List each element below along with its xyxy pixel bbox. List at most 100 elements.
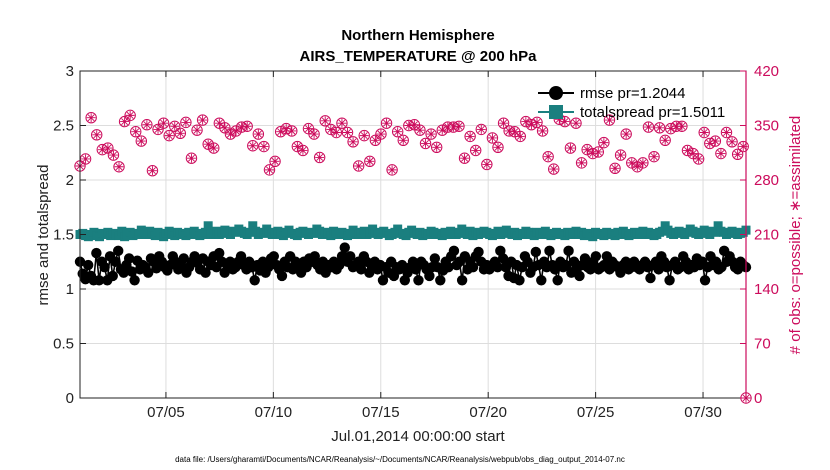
totalspread-point	[657, 226, 667, 236]
obs-assimilated-point	[86, 113, 96, 123]
x-tick-label: 07/25	[577, 404, 615, 421]
rmse-point	[82, 259, 94, 271]
obs-possible-point	[481, 158, 493, 171]
obs-possible-point	[146, 164, 159, 177]
obs-possible-point	[620, 128, 632, 140]
obs-possible-point	[269, 155, 281, 168]
y-tick-label-right: 350	[754, 118, 779, 135]
obs-assimilated-point	[415, 125, 425, 135]
obs-assimilated-point	[120, 117, 130, 127]
obs-possible-point	[548, 163, 560, 175]
totalspread-point	[713, 221, 723, 231]
y-tick-label-right: 420	[754, 63, 779, 80]
rmse-point	[664, 275, 675, 286]
rmse-point	[645, 272, 656, 284]
y-tick-label-left: 2.5	[53, 118, 74, 135]
obs-possible-point	[514, 130, 526, 143]
obs-possible-point	[726, 136, 738, 148]
obs-assimilated-point	[649, 152, 659, 162]
rmse-point	[309, 251, 320, 262]
y-tick-label-right: 280	[754, 172, 779, 189]
rmse-point	[424, 270, 435, 282]
obs-assimilated-point	[515, 131, 525, 141]
obs-possible-point	[380, 117, 393, 129]
obs-possible-point	[124, 109, 136, 122]
rmse-point	[249, 275, 260, 286]
obs-possible-point	[375, 128, 387, 140]
rmse-point	[590, 251, 602, 262]
ticks: 07/05 07/10 07/15 07/20 07/25 07/30 0 0.5 1 1.5 2 2…	[53, 63, 779, 421]
obs-assimilated-point	[326, 124, 336, 134]
obs-assimilated-point	[337, 118, 347, 128]
y-tick-label-right: 210	[754, 227, 779, 244]
obs-assimilated-point	[682, 145, 692, 155]
rmse-point	[143, 267, 154, 278]
obs-assimilated-point	[733, 149, 743, 159]
obs-assimilated-point	[298, 145, 308, 155]
rmse-point	[653, 264, 664, 275]
y-tick-label-left: 1	[66, 281, 74, 298]
obs-assimilated-point	[571, 118, 581, 128]
legend-marker-totalspread	[549, 105, 563, 119]
obs-assimilated-point	[309, 129, 319, 139]
obs-assimilated-point	[103, 143, 113, 153]
rmse-point	[497, 253, 509, 264]
rmse-point	[334, 259, 345, 271]
obs-possible-point	[598, 136, 610, 149]
obs-assimilated-point	[387, 165, 397, 175]
obs-possible-point	[107, 149, 120, 161]
obs-assimilated-point	[114, 162, 124, 172]
obs-assimilated-point	[499, 118, 509, 128]
obs-assimilated-point	[214, 118, 224, 128]
y-tick-label-right: 70	[754, 336, 771, 353]
rmse-point	[410, 264, 421, 275]
obs-assimilated-point	[532, 117, 542, 127]
obs-assimilated-point	[694, 154, 704, 164]
obs-assimilated-point	[231, 126, 241, 136]
obs-assimilated-point	[348, 137, 358, 147]
totalspread-point	[203, 221, 213, 231]
obs-assimilated-point	[270, 156, 280, 166]
obs-assimilated-point	[727, 137, 737, 147]
legend-label-rmse: rmse pr=1.2044	[580, 85, 685, 102]
obs-possible-point	[252, 128, 265, 140]
obs-assimilated-point	[304, 124, 313, 134]
obs-assimilated-point	[593, 147, 603, 157]
obs-possible-point	[130, 126, 142, 138]
legend: rmse pr=1.2044 totalspread pr=1.5011	[538, 85, 725, 121]
obs-assimilated-point	[359, 131, 369, 141]
obs-possible-point	[263, 164, 276, 176]
obs-possible-point	[425, 128, 437, 140]
x-tick-label: 07/20	[469, 404, 507, 421]
obs-assimilated-point	[465, 131, 475, 141]
obs-assimilated-point	[175, 128, 185, 138]
obs-assimilated-point	[264, 165, 274, 175]
obs-assimilated-point	[632, 162, 642, 172]
obs-assimilated-point	[131, 127, 141, 137]
obs-assimilated-point	[248, 141, 258, 151]
obs-assimilated-point	[97, 145, 107, 155]
rmse-point	[552, 275, 563, 286]
obs-assimilated-point	[454, 121, 464, 131]
obs-assimilated-point	[259, 142, 269, 152]
obs-assimilated-point	[471, 145, 481, 155]
rmse-point	[579, 253, 591, 264]
x-tick-label: 07/15	[362, 404, 400, 421]
obs-assimilated-point	[292, 142, 302, 152]
obs-assimilated-point	[382, 118, 392, 128]
obs-possible-point	[715, 147, 727, 160]
obs-possible-point	[475, 123, 487, 136]
chart-subtitle: AIRS_TEMPERATURE @ 200 hPa	[300, 48, 538, 65]
obs-assimilated-point	[655, 123, 665, 133]
obs-possible-point	[85, 112, 97, 124]
obs-assimilated-point	[543, 152, 553, 162]
obs-possible-point	[397, 134, 409, 146]
obs-possible-point	[659, 134, 671, 146]
obs-possible-point	[430, 141, 443, 154]
obs-possible-point	[157, 117, 170, 129]
obs-assimilated-point	[164, 131, 174, 141]
obs-assimilated-point	[460, 153, 470, 163]
y-tick-label-left: 0.5	[53, 336, 74, 353]
obs-assimilated-point	[287, 126, 297, 136]
